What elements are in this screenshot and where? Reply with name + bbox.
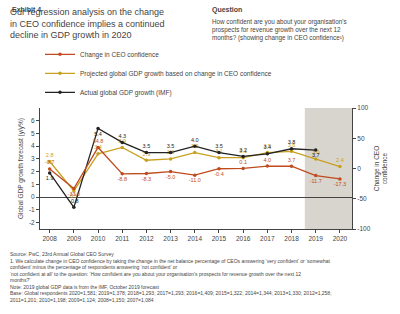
svg-text:4.3: 4.3 [118,133,126,139]
svg-text:3.5: 3.5 [215,143,223,149]
svg-text:2018: 2018 [284,235,299,242]
svg-text:2013: 2013 [163,235,178,242]
svg-text:-17.3: -17.3 [334,181,347,187]
svg-text:2020: 2020 [333,235,348,242]
svg-text:1.9: 1.9 [46,175,54,181]
svg-text:2011: 2011 [115,235,129,242]
svg-text:-8.3: -8.3 [142,176,151,182]
svg-text:Exhibit 4: Exhibit 4 [12,6,41,13]
svg-text:3.5: 3.5 [191,143,199,149]
svg-text:2010: 2010 [91,235,106,242]
svg-text:-2: -2 [29,219,35,226]
svg-text:2009: 2009 [67,235,82,242]
svg-text:100: 100 [357,104,368,111]
svg-text:3.0: 3.0 [312,149,320,155]
svg-text:3.2: 3.2 [239,147,247,153]
svg-text:3.1: 3.1 [239,148,247,154]
svg-text:3.5: 3.5 [167,143,175,149]
svg-text:3.7: 3.7 [312,152,320,158]
svg-text:2.9: 2.9 [143,151,151,157]
svg-text:Change in CEO confidence: Change in CEO confidence [80,51,159,59]
svg-text:3.1: 3.1 [215,148,223,154]
svg-text:2016: 2016 [236,235,251,242]
svg-text:2.8: 2.8 [46,152,54,158]
svg-text:0: 0 [357,165,361,172]
svg-text:3.7: 3.7 [288,157,296,163]
svg-text:-100: -100 [357,225,370,232]
svg-text:-8.8: -8.8 [117,176,126,182]
svg-text:3.5: 3.5 [264,143,272,149]
svg-text:Our regression analysis on the: Our regression analysis on the changein … [10,7,165,40]
svg-text:0.5: 0.5 [70,193,78,199]
svg-text:2012: 2012 [139,235,154,242]
svg-text:-50: -50 [357,195,367,202]
svg-text:How confident are you about yo: How confident are you about your organis… [212,18,347,42]
svg-text:34.8: 34.8 [93,138,104,144]
svg-text:2.4: 2.4 [336,157,344,163]
svg-text:-1: -1 [29,206,35,213]
svg-text:0.1: 0.1 [239,159,247,165]
svg-text:Actual global GDP growth (IMF): Actual global GDP growth (IMF) [80,89,172,97]
svg-text:3.4: 3.4 [264,144,272,150]
svg-text:-11.7: -11.7 [310,178,322,184]
svg-text:2017: 2017 [260,235,275,242]
svg-text:-5.0: -5.0 [166,174,175,180]
svg-text:-0.4: -0.4 [214,171,223,177]
svg-text:50: 50 [357,135,365,142]
svg-text:Source: PwC, 23rd Annual Globa: Source: PwC, 23rd Annual Global CEO Surv… [10,251,332,303]
svg-text:3.6: 3.6 [288,142,296,148]
svg-text:3.0: 3.0 [167,149,175,155]
svg-text:Change in CEOconfidence: Change in CEOconfidence [373,146,388,192]
svg-text:4.0: 4.0 [191,137,199,143]
svg-text:3: 3 [31,155,35,162]
svg-text:Question: Question [212,6,242,14]
svg-text:3.5: 3.5 [143,143,151,149]
svg-text:-0.8: -0.8 [69,198,78,204]
svg-text:5.4: 5.4 [94,131,102,137]
svg-text:3.9: 3.9 [118,138,126,144]
svg-text:2008: 2008 [42,235,57,242]
svg-text:5: 5 [31,130,35,137]
svg-text:3.8: 3.8 [288,139,296,145]
svg-text:2: 2 [31,168,35,175]
svg-text:2015: 2015 [212,235,227,242]
svg-text:6: 6 [31,117,35,124]
svg-text:3.4: 3.4 [94,144,102,150]
svg-text:4.0: 4.0 [264,157,272,163]
svg-text:Global GDP growth forecast (y/: Global GDP growth forecast (y/y%) [17,118,25,219]
svg-text:-11.0: -11.0 [189,177,201,183]
svg-text:1: 1 [31,181,35,188]
svg-text:-0.7: -0.7 [45,159,54,165]
svg-text:-33.0: -33.0 [68,191,81,197]
svg-text:Projected global GDP growth ba: Projected global GDP growth based on cha… [80,70,272,78]
svg-text:2019: 2019 [308,235,323,242]
svg-text:4: 4 [31,142,35,149]
svg-text:0: 0 [31,193,35,200]
svg-text:2014: 2014 [188,235,203,242]
